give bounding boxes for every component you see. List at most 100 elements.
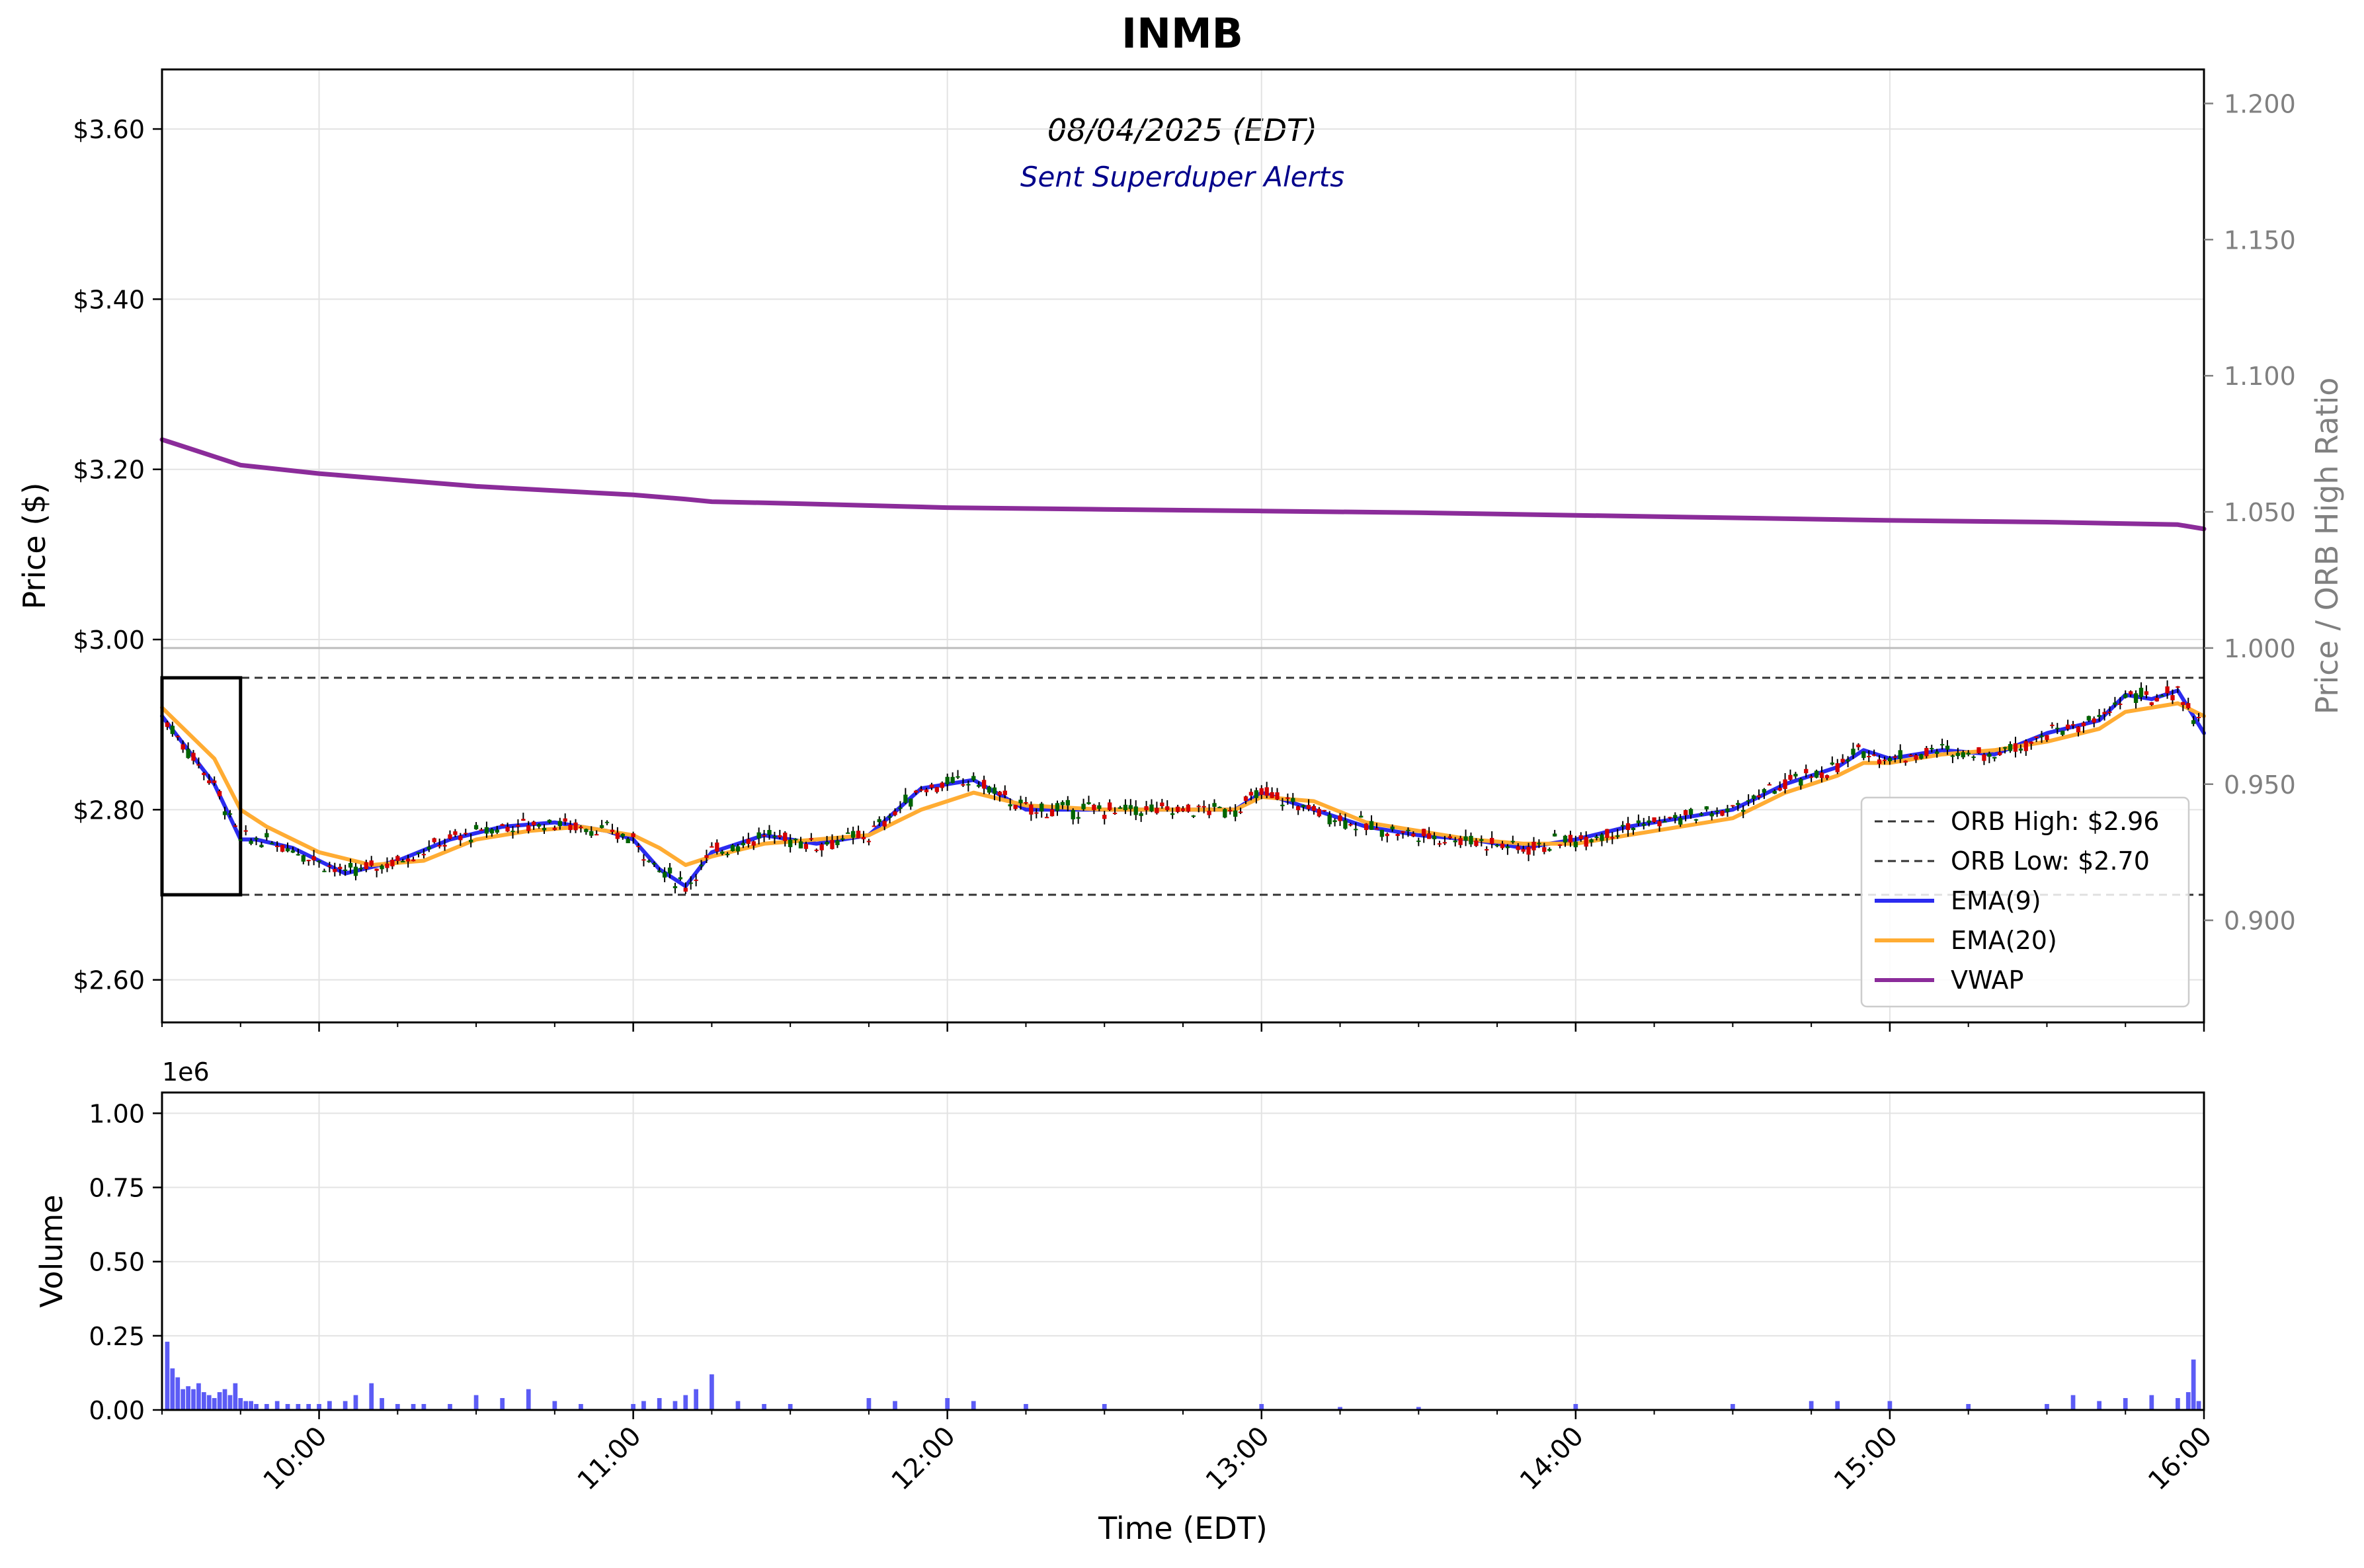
candle-body bbox=[1939, 744, 1945, 746]
candle-body bbox=[688, 882, 693, 884]
candle-body bbox=[861, 837, 866, 840]
candle-body bbox=[573, 822, 578, 831]
candle-body bbox=[2186, 703, 2191, 708]
volume-bar bbox=[1259, 1404, 1264, 1410]
volume-bar bbox=[2070, 1395, 2076, 1410]
volume-bar bbox=[1338, 1407, 1342, 1410]
candle-body bbox=[683, 887, 688, 892]
candle-body bbox=[1657, 821, 1662, 827]
candle-body bbox=[997, 792, 1002, 796]
volume-tick-label: 1.00 bbox=[89, 1099, 145, 1128]
candle-body bbox=[2008, 744, 2013, 751]
candle-body bbox=[369, 860, 374, 866]
candle-body bbox=[2081, 722, 2086, 727]
volume-tick-label: 0.00 bbox=[89, 1396, 145, 1425]
candle-body bbox=[1788, 774, 1793, 780]
candle-body bbox=[542, 827, 547, 831]
candle-body bbox=[1930, 748, 1934, 750]
candle-body bbox=[1631, 827, 1636, 831]
candle-body bbox=[961, 784, 965, 786]
candle-body bbox=[170, 725, 175, 734]
candle-body bbox=[1610, 837, 1615, 839]
candle-body bbox=[437, 845, 442, 847]
candle-body bbox=[1175, 806, 1180, 812]
candle-body bbox=[1243, 796, 1248, 802]
candle-body bbox=[416, 852, 421, 854]
volume-scale-label: 1e6 bbox=[162, 1057, 210, 1087]
candle-body bbox=[762, 835, 766, 837]
candle-body bbox=[2018, 748, 2023, 751]
candle-body bbox=[227, 813, 233, 815]
volume-bar bbox=[473, 1395, 479, 1410]
chart-legend: ORB High: $2.96 ORB Low: $2.70 EMA(9) EMA(2… bbox=[1860, 796, 2190, 1008]
candle-body bbox=[1945, 745, 1950, 750]
candle-body bbox=[1830, 763, 1834, 765]
candle-body bbox=[1987, 753, 1992, 757]
candle-body bbox=[2133, 693, 2139, 703]
candle-body bbox=[1422, 829, 1426, 837]
candle-body bbox=[557, 821, 562, 827]
volume-bar bbox=[296, 1404, 301, 1410]
candle-body bbox=[1280, 804, 1285, 807]
candle-body bbox=[914, 790, 918, 793]
candle-body bbox=[1893, 756, 1898, 758]
volume-bar bbox=[2191, 1359, 2196, 1410]
volume-bar bbox=[238, 1398, 243, 1410]
candle-body bbox=[1155, 807, 1159, 813]
candle-body bbox=[1191, 815, 1196, 817]
candle-body bbox=[1311, 805, 1317, 811]
candle-body bbox=[1500, 843, 1505, 848]
candle-body bbox=[1086, 802, 1091, 804]
volume-bar bbox=[866, 1398, 872, 1410]
candle-body bbox=[1636, 820, 1641, 823]
volume-bar bbox=[201, 1392, 206, 1410]
candle-body bbox=[1406, 829, 1410, 831]
candle-body bbox=[819, 844, 824, 850]
candle-body bbox=[1605, 829, 1610, 838]
candle-body bbox=[1374, 828, 1379, 830]
volume-tick-label: 0.25 bbox=[89, 1322, 145, 1351]
candle-body bbox=[479, 829, 484, 831]
price-tick-label: $2.80 bbox=[73, 796, 145, 825]
candle-body bbox=[825, 842, 829, 845]
candle-body bbox=[1128, 805, 1133, 809]
candle-body bbox=[1359, 815, 1364, 818]
candle-body bbox=[909, 798, 913, 807]
volume-bar bbox=[2185, 1392, 2191, 1410]
ratio-tick-label: 0.950 bbox=[2224, 770, 2296, 800]
volume-bar bbox=[249, 1401, 253, 1410]
candle-body bbox=[966, 784, 971, 786]
candle-body bbox=[568, 825, 573, 831]
candle-body bbox=[1861, 751, 1866, 759]
candle-body bbox=[563, 818, 567, 822]
candle-body bbox=[1877, 759, 1882, 764]
volume-bar bbox=[306, 1404, 311, 1410]
volume-bar bbox=[945, 1398, 950, 1410]
candle-body bbox=[1746, 800, 1751, 802]
candle-body bbox=[2176, 686, 2180, 688]
candle-body bbox=[411, 859, 416, 862]
candle-body bbox=[2139, 687, 2144, 698]
candle-body bbox=[442, 845, 447, 847]
candle-body bbox=[1799, 778, 1803, 786]
candle-body bbox=[803, 843, 809, 849]
candle-body bbox=[1139, 813, 1143, 816]
candle-body bbox=[950, 776, 955, 783]
candle-body bbox=[741, 843, 746, 846]
candle-body bbox=[893, 811, 897, 815]
candle-body bbox=[510, 831, 515, 833]
candle-body bbox=[317, 860, 321, 862]
candle-body bbox=[1824, 775, 1830, 778]
candle-body bbox=[1615, 835, 1620, 837]
candle-body bbox=[2123, 694, 2128, 698]
volume-bar bbox=[1835, 1401, 1840, 1410]
candle-body bbox=[1851, 749, 1855, 755]
candle-body bbox=[301, 855, 306, 862]
candle-body bbox=[290, 850, 296, 853]
candle-body bbox=[1688, 809, 1693, 815]
candle-body bbox=[1118, 807, 1123, 809]
candle-body bbox=[2086, 716, 2091, 721]
legend-entry: ORB High: $2.96 bbox=[1951, 807, 2159, 836]
candle-body bbox=[2013, 743, 2018, 752]
